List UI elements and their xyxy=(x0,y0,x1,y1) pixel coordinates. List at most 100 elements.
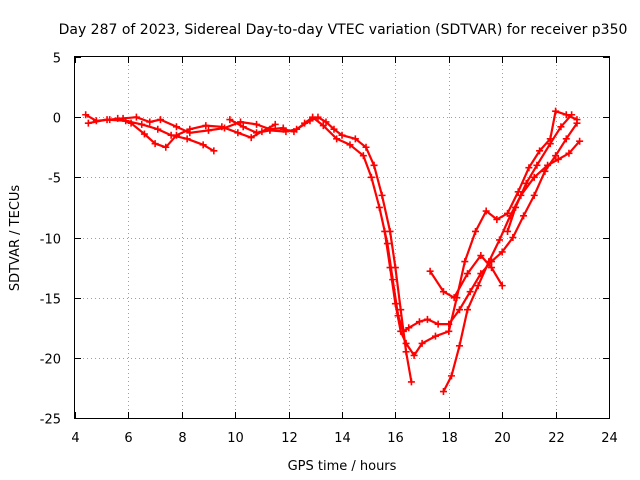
y-tick-label: -10 xyxy=(40,233,61,248)
x-tick-label: 12 xyxy=(281,431,298,446)
series-arc-4 xyxy=(226,113,415,386)
series-arc-3 xyxy=(114,114,279,151)
data-point xyxy=(114,114,122,122)
series-arc-6 xyxy=(381,107,581,359)
data-point xyxy=(351,135,359,143)
data-point xyxy=(362,143,370,151)
data-point xyxy=(472,227,479,235)
data-point xyxy=(103,116,111,124)
x-tick-label: 24 xyxy=(601,431,618,446)
data-point xyxy=(552,107,560,115)
data-point xyxy=(82,111,90,119)
data-point xyxy=(557,123,565,131)
data-point xyxy=(498,248,506,256)
data-point xyxy=(279,125,287,133)
data-point xyxy=(488,264,496,272)
data-point xyxy=(309,113,317,121)
series-arc-8 xyxy=(426,252,506,302)
data-point xyxy=(536,147,544,155)
data-point xyxy=(504,227,512,235)
x-tick-label: 4 xyxy=(71,431,79,446)
data-point xyxy=(322,118,330,126)
chart-title: Day 287 of 2023, Sidereal Day-to-day VTE… xyxy=(59,22,628,38)
data-point xyxy=(418,339,426,347)
data-point xyxy=(172,131,180,139)
grid-lines xyxy=(75,57,609,418)
data-point xyxy=(202,122,210,130)
data-point xyxy=(455,306,463,314)
series-arc-9 xyxy=(504,111,576,235)
data-point xyxy=(205,126,212,134)
data-point xyxy=(367,173,375,181)
data-point xyxy=(530,191,538,199)
x-axis-label: GPS time / hours xyxy=(288,459,397,474)
data-point xyxy=(234,129,242,137)
x-tick-label: 8 xyxy=(178,431,186,446)
x-tick-label: 10 xyxy=(227,431,244,446)
data-point xyxy=(378,191,386,199)
data-point xyxy=(407,378,415,386)
data-point xyxy=(391,300,399,308)
data-point xyxy=(253,120,261,128)
data-point xyxy=(151,140,159,148)
data-point xyxy=(359,152,367,160)
data-point xyxy=(156,116,164,124)
data-point xyxy=(552,152,560,160)
x-tick-label: 16 xyxy=(387,431,404,446)
data-point xyxy=(290,128,298,136)
data-point xyxy=(247,134,255,142)
y-tick-label: -25 xyxy=(40,413,61,428)
data-point xyxy=(520,212,528,220)
x-tick-label: 22 xyxy=(548,431,565,446)
data-point xyxy=(84,119,92,127)
data-point xyxy=(434,320,442,328)
y-tick-label: -5 xyxy=(48,172,61,187)
data-point xyxy=(271,120,279,128)
data-point xyxy=(132,113,140,121)
data-point xyxy=(253,129,261,137)
data-point xyxy=(319,122,327,130)
data-point xyxy=(199,141,207,149)
data-point xyxy=(415,318,423,326)
data-point xyxy=(546,140,554,148)
data-point xyxy=(554,155,562,163)
data-point xyxy=(301,119,309,127)
data-point xyxy=(455,342,463,350)
data-point xyxy=(172,123,180,131)
data-point xyxy=(463,306,471,314)
data-point xyxy=(466,288,474,296)
data-point xyxy=(346,141,354,149)
data-point xyxy=(397,327,405,335)
data-point xyxy=(493,215,501,223)
data-point xyxy=(445,327,453,335)
data-point xyxy=(239,123,247,131)
series-arc-2 xyxy=(84,116,218,155)
data-point xyxy=(338,131,346,139)
x-tick-label: 20 xyxy=(494,431,511,446)
data-point xyxy=(218,123,226,131)
data-point xyxy=(381,227,389,235)
y-tick-label: 0 xyxy=(53,112,61,127)
data-point xyxy=(333,135,341,143)
data-point xyxy=(568,111,576,119)
data-point xyxy=(439,288,447,296)
x-tick-label: 6 xyxy=(124,431,132,446)
data-point xyxy=(330,125,338,133)
data-point xyxy=(146,118,154,126)
y-tick-label: 5 xyxy=(53,52,61,67)
data-point xyxy=(154,125,162,133)
plot-frame xyxy=(74,56,610,419)
data-point xyxy=(562,135,570,143)
y-tick-label: -20 xyxy=(40,353,61,368)
data-point xyxy=(576,137,584,145)
data-point xyxy=(426,267,434,275)
data-point xyxy=(410,351,418,359)
series-arc-5 xyxy=(279,113,581,335)
axis-ticks: 4 6 8 10 12 14 16 18 20 22 24 5 0 -5 -10 -15 -20 -25 xyxy=(40,52,618,447)
data-point xyxy=(525,164,533,172)
data-point xyxy=(140,130,148,138)
data-point xyxy=(138,120,146,128)
data-point xyxy=(565,149,573,157)
data-point xyxy=(186,125,194,133)
series-line xyxy=(442,140,581,393)
